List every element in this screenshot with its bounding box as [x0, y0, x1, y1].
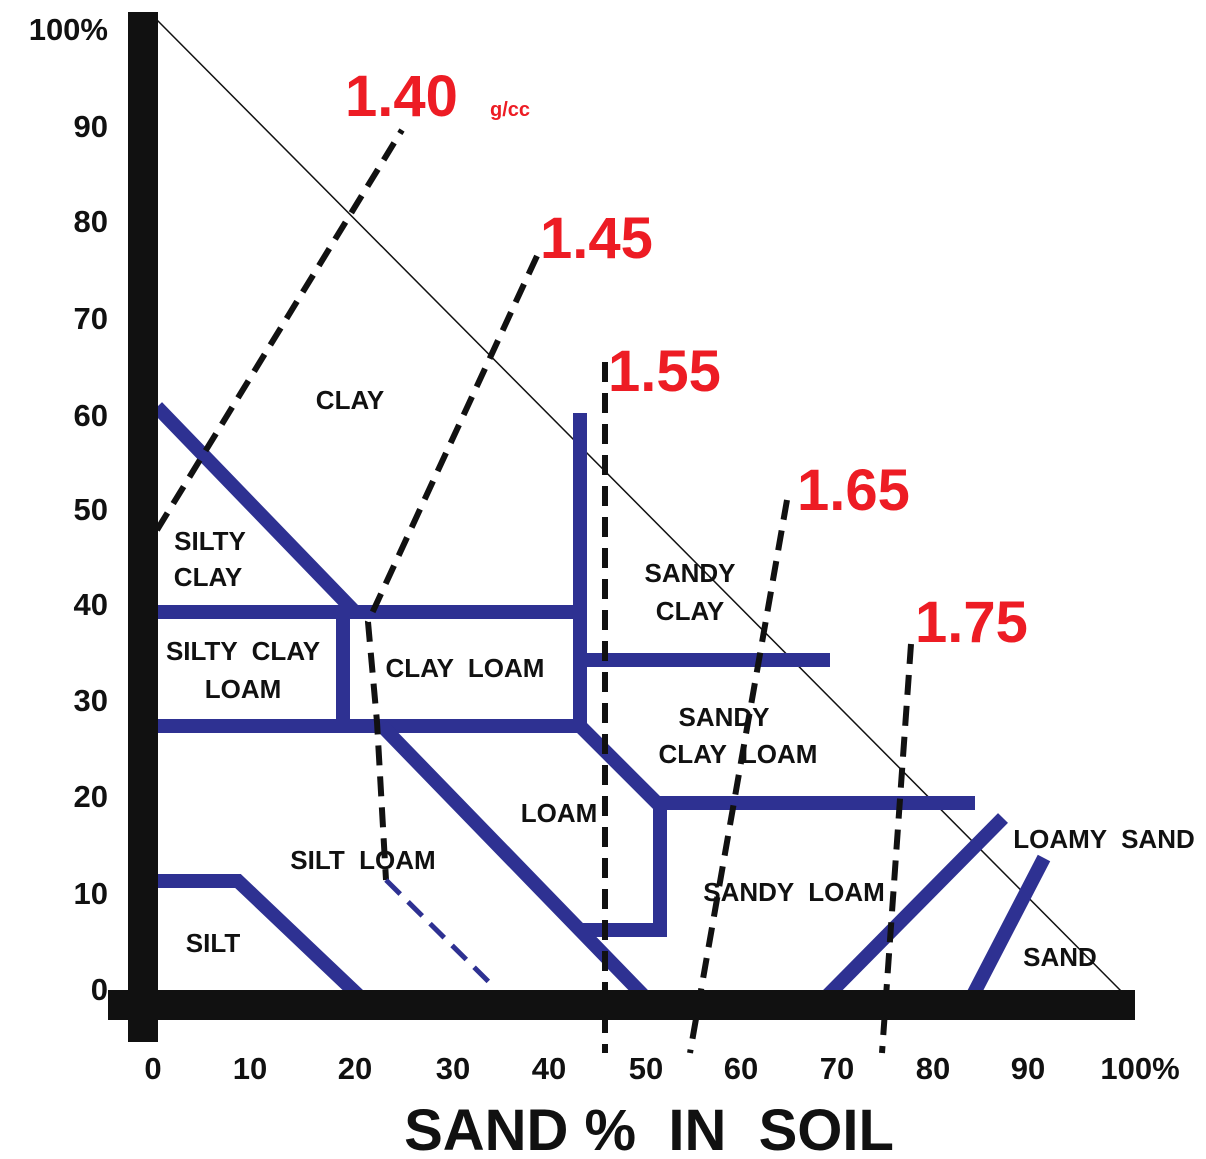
density-line-175	[879, 643, 914, 1054]
density-label-140: 1.40	[345, 64, 458, 129]
x-tick-labels: 0 10 20 30 40 50 60 70 80 90 100%	[144, 1051, 1179, 1086]
boundary-silt	[157, 874, 363, 1001]
y-tick-label: 100%	[29, 12, 108, 47]
region-label-silty-clay-1: SILTY	[174, 526, 246, 556]
density-line-140	[154, 128, 405, 532]
region-label-silt: SILT	[186, 928, 241, 958]
boundary-sand	[966, 854, 1051, 999]
region-label-clay-loam: CLAY LOAM	[386, 653, 545, 683]
density-label-165: 1.65	[797, 458, 910, 523]
x-tick-label: 20	[338, 1051, 372, 1086]
y-tick-labels: 100% 90 80 70 60 50 40 30 20 10 0	[29, 12, 108, 1007]
region-label-silt-loam: SILT LOAM	[290, 845, 435, 875]
density-label-145: 1.45	[540, 206, 653, 271]
density-line-145	[364, 254, 540, 881]
y-tick-label: 20	[74, 779, 108, 814]
density-unit-label: g/cc	[490, 99, 530, 121]
density-label-155: 1.55	[608, 339, 721, 404]
y-tick-label: 0	[91, 972, 108, 1007]
texture-boundaries	[151, 402, 1051, 1001]
region-label-sandy-loam: SANDY LOAM	[703, 877, 885, 907]
x-axis-bar	[108, 990, 1135, 1020]
region-label-sandy-clay-loam-2: CLAY LOAM	[659, 739, 818, 769]
x-tick-label: 30	[436, 1051, 470, 1086]
density-label-175: 1.75	[915, 590, 1028, 655]
y-tick-label: 80	[74, 204, 108, 239]
y-tick-label: 30	[74, 683, 108, 718]
density-line-145-tail	[384, 878, 494, 987]
region-label-sandy-clay-loam-1: SANDY	[678, 702, 769, 732]
density-labels: 1.40 g/cc 1.45 1.55 1.65 1.75	[345, 64, 1028, 655]
x-tick-label: 90	[1011, 1051, 1045, 1086]
x-axis-title: SAND % IN SOIL	[404, 1098, 894, 1159]
x-tick-label: 60	[724, 1051, 758, 1086]
y-axis-bar	[128, 12, 158, 1042]
region-label-sandy-clay-2: CLAY	[656, 596, 724, 626]
x-tick-label: 50	[629, 1051, 663, 1086]
y-tick-label: 60	[74, 398, 108, 433]
y-tick-label: 90	[74, 109, 108, 144]
density-lines	[154, 128, 914, 1054]
x-tick-label: 0	[144, 1051, 161, 1086]
x-tick-label: 70	[820, 1051, 854, 1086]
y-tick-label: 40	[74, 587, 108, 622]
region-label-loam: LOAM	[521, 798, 598, 828]
boundary-clay-silty-clay	[151, 402, 361, 617]
region-label-sand: SAND	[1023, 942, 1097, 972]
y-tick-label: 50	[74, 492, 108, 527]
x-tick-label: 100%	[1100, 1051, 1179, 1086]
region-labels: CLAY SILTY CLAY SILTY CLAY LOAM CLAY LOA…	[166, 385, 1195, 972]
x-tick-label: 80	[916, 1051, 950, 1086]
density-line-165	[687, 499, 790, 1054]
boundary-loamy-sand	[823, 813, 1008, 1000]
region-label-silty-clay-loam-1: SILTY CLAY	[166, 636, 320, 666]
x-tick-label: 10	[233, 1051, 267, 1086]
boundary-silt-loam-loam	[376, 721, 649, 1000]
region-label-sandy-clay-1: SANDY	[644, 558, 735, 588]
y-tick-label: 70	[74, 301, 108, 336]
x-tick-label: 40	[532, 1051, 566, 1086]
region-label-clay: CLAY	[316, 385, 384, 415]
region-label-loamy-sand: LOAMY SAND	[1013, 824, 1195, 854]
hypotenuse-line	[156, 19, 1126, 996]
region-label-silty-clay-loam-2: LOAM	[205, 674, 282, 704]
region-label-silty-clay-2: CLAY	[174, 562, 242, 592]
y-tick-label: 10	[74, 876, 108, 911]
